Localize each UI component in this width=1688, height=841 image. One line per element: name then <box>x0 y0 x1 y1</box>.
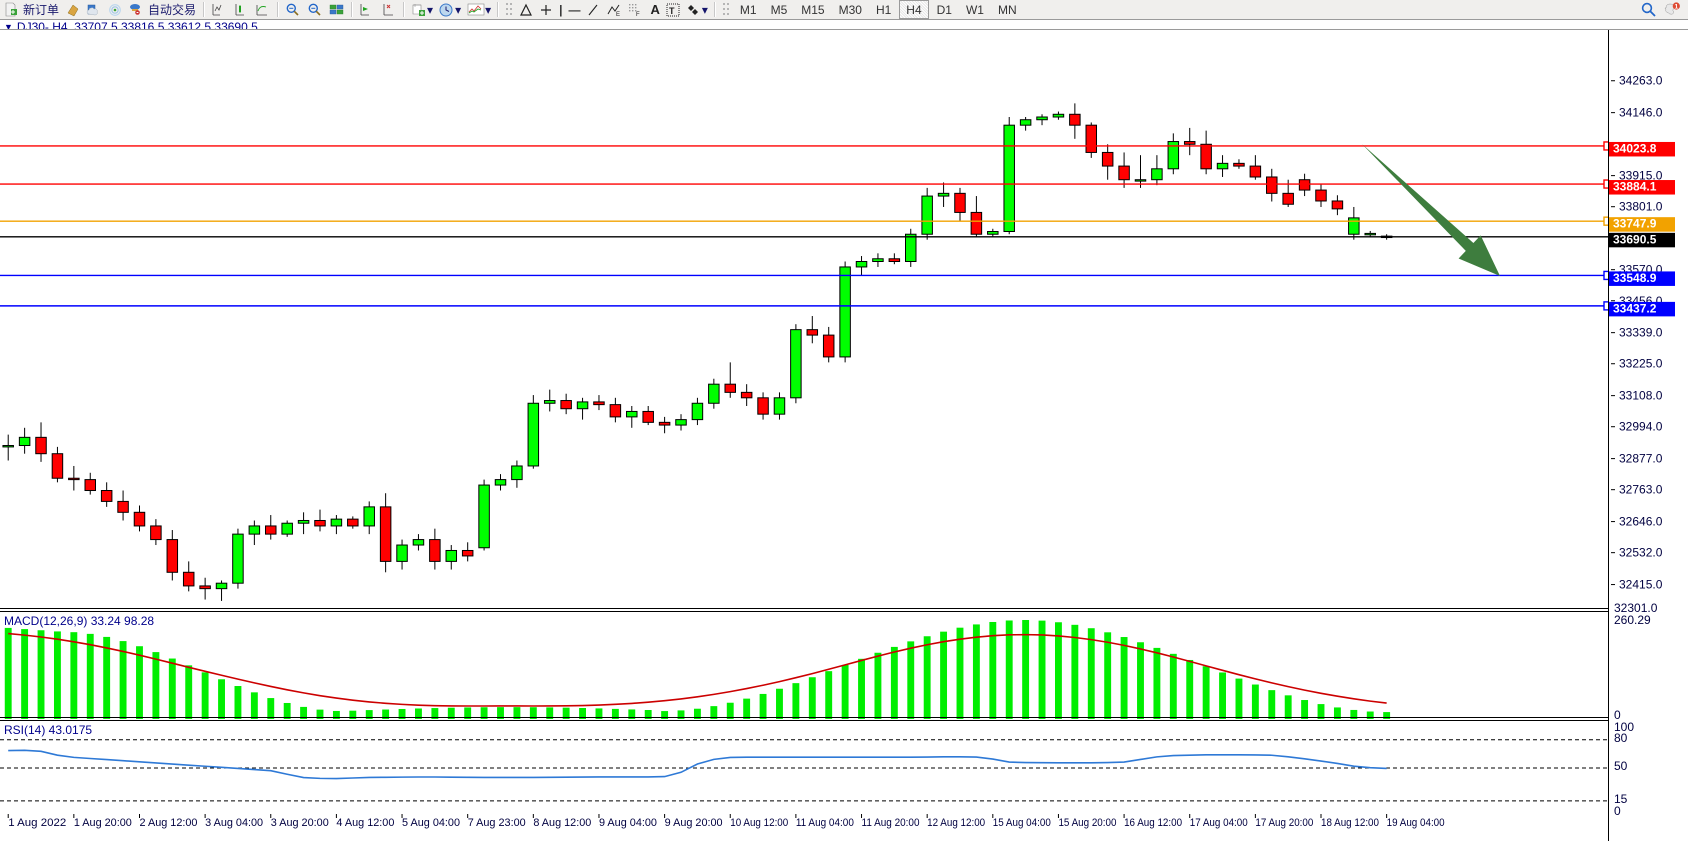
svg-text:15 Aug 20:00: 15 Aug 20:00 <box>1058 817 1116 829</box>
svg-text:1: 1 <box>1674 3 1678 10</box>
svg-text:33801.0: 33801.0 <box>1619 200 1663 214</box>
svg-text:4 Aug 12:00: 4 Aug 12:00 <box>336 817 394 829</box>
svg-text:33225.0: 33225.0 <box>1619 357 1663 371</box>
svg-text:19 Aug 04:00: 19 Aug 04:00 <box>1387 817 1445 829</box>
svg-text:17 Aug 20:00: 17 Aug 20:00 <box>1255 817 1313 829</box>
svg-text:33108.0: 33108.0 <box>1619 389 1663 403</box>
svg-text:32763.0: 32763.0 <box>1619 483 1663 497</box>
svg-text:33339.0: 33339.0 <box>1619 326 1663 340</box>
svg-text:32532.0: 32532.0 <box>1619 546 1663 560</box>
svg-text:10 Aug 12:00: 10 Aug 12:00 <box>730 817 788 829</box>
svg-text:32877.0: 32877.0 <box>1619 452 1663 466</box>
svg-text:12 Aug 12:00: 12 Aug 12:00 <box>927 817 985 829</box>
svg-text:33690.5: 33690.5 <box>1613 232 1657 246</box>
svg-text:3 Aug 04:00: 3 Aug 04:00 <box>205 817 263 829</box>
svg-text:2 Aug 12:00: 2 Aug 12:00 <box>139 817 197 829</box>
svg-text:11 Aug 04:00: 11 Aug 04:00 <box>796 817 854 829</box>
svg-text:18 Aug 12:00: 18 Aug 12:00 <box>1321 817 1379 829</box>
svg-text:F: F <box>636 12 640 17</box>
svg-text:33437.2: 33437.2 <box>1613 301 1657 315</box>
svg-text:1 Aug 20:00: 1 Aug 20:00 <box>74 817 132 829</box>
svg-text:1 Aug 2022: 1 Aug 2022 <box>8 817 66 829</box>
svg-text:34263.0: 34263.0 <box>1619 74 1663 88</box>
svg-text:15 Aug 04:00: 15 Aug 04:00 <box>993 817 1051 829</box>
svg-text:T: T <box>669 6 675 16</box>
svg-text:34023.8: 34023.8 <box>1613 142 1657 156</box>
svg-text:33884.1: 33884.1 <box>1613 180 1657 194</box>
svg-text:5 Aug 04:00: 5 Aug 04:00 <box>402 817 460 829</box>
svg-text:32646.0: 32646.0 <box>1619 515 1663 529</box>
svg-text:16 Aug 12:00: 16 Aug 12:00 <box>1124 817 1182 829</box>
svg-text:E: E <box>616 12 620 17</box>
svg-text:34146.0: 34146.0 <box>1619 106 1663 120</box>
svg-text:17 Aug 04:00: 17 Aug 04:00 <box>1190 817 1248 829</box>
svg-text:3 Aug 20:00: 3 Aug 20:00 <box>271 817 329 829</box>
svg-text:8 Aug 12:00: 8 Aug 12:00 <box>533 817 591 829</box>
svg-text:33747.9: 33747.9 <box>1613 217 1657 231</box>
svg-text:9 Aug 20:00: 9 Aug 20:00 <box>665 817 723 829</box>
svg-text:7 Aug 23:00: 7 Aug 23:00 <box>468 817 526 829</box>
svg-text:11 Aug 20:00: 11 Aug 20:00 <box>862 817 920 829</box>
svg-text:32994.0: 32994.0 <box>1619 420 1663 434</box>
svg-text:32415.0: 32415.0 <box>1619 578 1663 592</box>
svg-text:9 Aug 04:00: 9 Aug 04:00 <box>599 817 657 829</box>
svg-text:33548.9: 33548.9 <box>1613 271 1657 285</box>
